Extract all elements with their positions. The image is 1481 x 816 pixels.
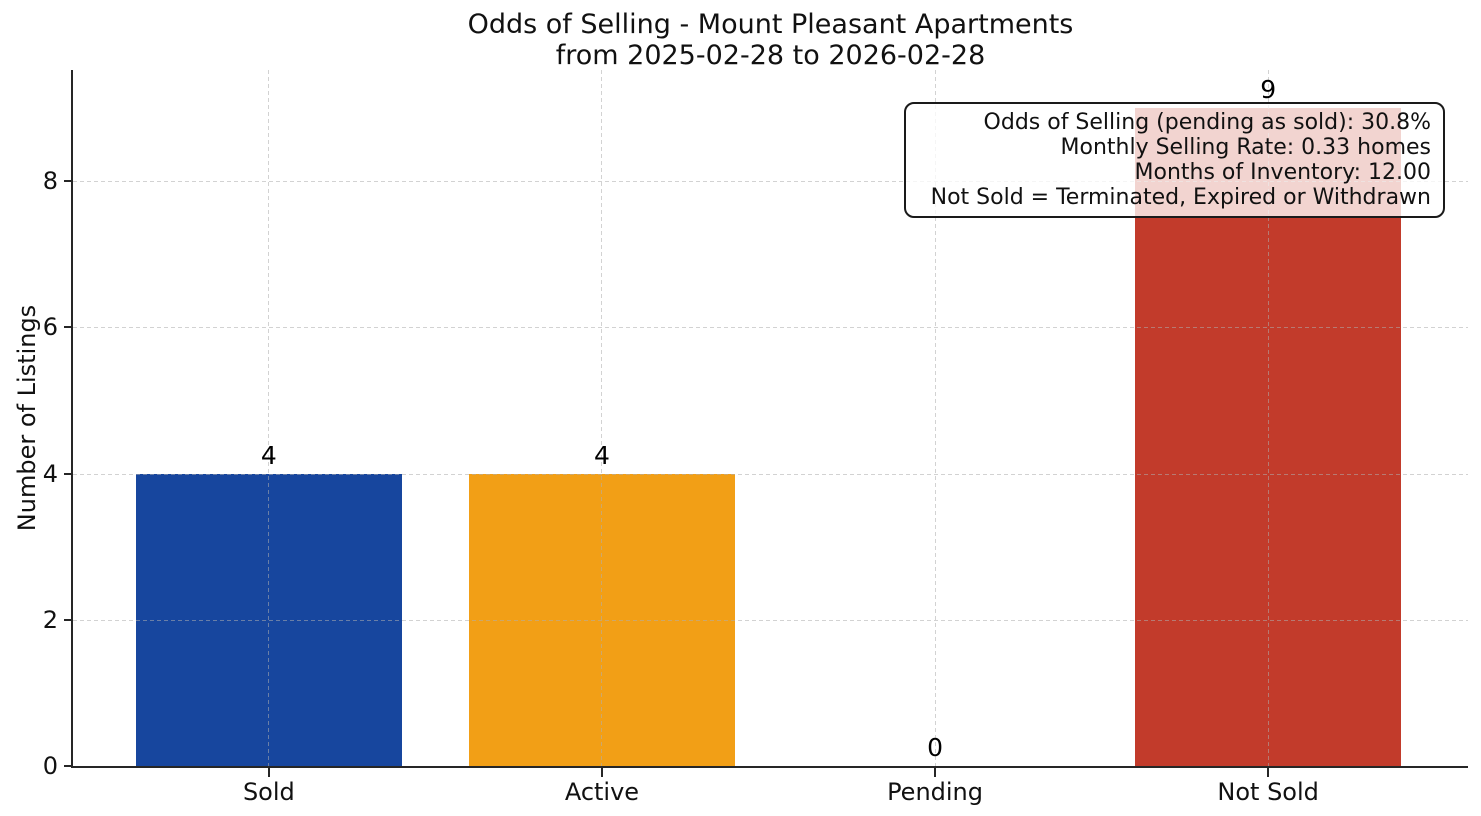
y-tick-label: 6 [42,313,58,342]
gridline-horizontal [73,327,1468,329]
annotation-line-inventory: Months of Inventory: 12.00 [1134,160,1431,185]
x-tick-label: Active [564,778,640,806]
bar-value-label: 4 [260,440,277,470]
x-tick-label: Pending [887,778,984,806]
chart-subtitle: from 2025-02-28 to 2026-02-28 [555,40,986,71]
chart-title-block: Odds of Selling - Mount Pleasant Apartme… [73,9,1468,71]
gridline-vertical [934,70,936,766]
gridline-vertical [601,70,603,766]
y-tick-mark [64,180,73,183]
annotation-line-odds: Odds of Selling (pending as sold): 30.8% [983,110,1431,135]
y-tick-label: 4 [42,459,58,488]
gridline-vertical [268,70,270,766]
y-axis-spine [71,70,73,768]
bar-value-label: 0 [927,733,943,762]
y-tick-label: 0 [42,752,58,780]
x-tick-mark [1267,768,1270,777]
bar-value-label: 4 [594,440,610,470]
x-tick-mark [934,768,937,777]
annotation-line-rate: Monthly Selling Rate: 0.33 homes [1060,135,1431,160]
gridline-horizontal [73,473,1468,475]
x-tick-mark [600,768,603,777]
annotation-line-notsold: Not Sold = Terminated, Expired or Withdr… [930,185,1431,210]
gridline-vertical [1267,70,1269,766]
annotation-box: Odds of Selling (pending as sold): 30.8%… [904,102,1445,218]
y-tick-mark [64,765,73,767]
y-tick-mark [64,326,73,329]
y-tick-mark [64,472,73,475]
gridline-horizontal [73,619,1468,621]
x-axis-spine [71,766,1468,768]
y-tick-label: 2 [42,605,58,634]
y-tick-mark [64,618,73,621]
gridline-horizontal [73,181,1468,183]
bar-value-label: 9 [1260,75,1277,105]
x-tick-label: Sold [242,778,295,806]
chart-title: Odds of Selling - Mount Pleasant Apartme… [467,9,1074,40]
x-tick-mark [267,768,270,777]
x-tick-label: Not Sold [1217,778,1319,806]
y-tick-label: 8 [42,167,58,196]
